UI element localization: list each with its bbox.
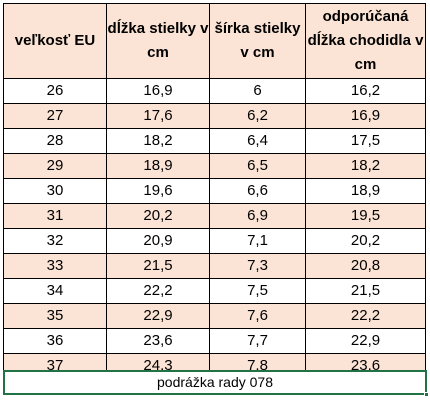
table-cell[interactable]: 16,9 (106, 78, 210, 104)
table-row: 33 21,5 7,3 20,8 (3, 253, 426, 279)
table-cell[interactable]: 7,5 (209, 278, 306, 304)
table-cell[interactable]: 21,5 (305, 278, 426, 304)
table-cell[interactable]: 7,3 (209, 253, 306, 279)
table-row: 35 22,9 7,6 22,2 (3, 303, 426, 329)
table-cell[interactable]: 36 (3, 328, 107, 354)
table-cell[interactable]: 7,7 (209, 328, 306, 354)
header-cell[interactable]: šírka stielky v cm (209, 3, 306, 79)
table-cell[interactable]: 35 (3, 303, 107, 329)
table-cell[interactable]: 18,9 (106, 153, 210, 179)
table-row: 31 20,2 6,9 19,5 (3, 203, 426, 229)
header-cell[interactable]: veľkosť EU (3, 3, 107, 79)
table-cell[interactable]: 22,2 (106, 278, 210, 304)
table-cell[interactable]: 6 (209, 78, 306, 104)
table-row: 29 18,9 6,5 18,2 (3, 153, 426, 179)
table-cell[interactable]: 26 (3, 78, 107, 104)
table-cell[interactable]: 6,6 (209, 178, 306, 204)
table-body: 26 16,9 6 16,2 27 17,6 6,2 16,9 28 18,2 6,4 17,5 29 1… (3, 78, 426, 379)
table-cell[interactable]: 20,9 (106, 228, 210, 254)
header-cell[interactable]: odporúčaná dĺžka chodidla v cm (305, 3, 426, 79)
table-cell[interactable]: 30 (3, 178, 107, 204)
table-cell[interactable]: 19,5 (305, 203, 426, 229)
table-cell[interactable]: 33 (3, 253, 107, 279)
table-cell[interactable]: 16,9 (305, 103, 426, 129)
table-cell[interactable]: 6,9 (209, 203, 306, 229)
table-cell[interactable]: 6,2 (209, 103, 306, 129)
table-cell[interactable]: 6,5 (209, 153, 306, 179)
table-row: 36 23,6 7,7 22,9 (3, 328, 426, 354)
table-cell[interactable]: 20,2 (305, 228, 426, 254)
table-cell[interactable]: 32 (3, 228, 107, 254)
table-cell[interactable]: 20,8 (305, 253, 426, 279)
size-table: veľkosť EU dĺžka stielky v cm šírka stie… (3, 3, 426, 379)
table-cell[interactable]: 16,2 (305, 78, 426, 104)
table-cell[interactable]: 29 (3, 153, 107, 179)
table-cell[interactable]: 22,2 (305, 303, 426, 329)
table-cell[interactable]: 17,5 (305, 128, 426, 154)
table-cell[interactable]: 18,2 (305, 153, 426, 179)
table-cell[interactable]: 31 (3, 203, 107, 229)
table-cell[interactable]: 21,5 (106, 253, 210, 279)
header-row: veľkosť EU dĺžka stielky v cm šírka stie… (3, 3, 426, 79)
fill-handle[interactable] (424, 392, 429, 397)
table-row: 32 20,9 7,1 20,2 (3, 228, 426, 254)
table-cell[interactable]: 19,6 (106, 178, 210, 204)
table-cell[interactable]: 23,6 (106, 328, 210, 354)
table-cell[interactable]: 22,9 (305, 328, 426, 354)
table-cell[interactable]: 20,2 (106, 203, 210, 229)
table-row: 34 22,2 7,5 21,5 (3, 278, 426, 304)
table-row: 27 17,6 6,2 16,9 (3, 103, 426, 129)
table-row: 30 19,6 6,6 18,9 (3, 178, 426, 204)
table-row: 28 18,2 6,4 17,5 (3, 128, 426, 154)
table-cell[interactable]: 22,9 (106, 303, 210, 329)
table-cell[interactable]: 17,6 (106, 103, 210, 129)
table-cell[interactable]: 18,2 (106, 128, 210, 154)
table-cell[interactable]: 7,1 (209, 228, 306, 254)
table-cell[interactable]: 6,4 (209, 128, 306, 154)
table-row: 26 16,9 6 16,2 (3, 78, 426, 104)
table-cell[interactable]: 7,6 (209, 303, 306, 329)
table-cell[interactable]: 28 (3, 128, 107, 154)
table-cell[interactable]: 27 (3, 103, 107, 129)
selected-cell-footer[interactable]: podrážka rady 078 (3, 370, 427, 395)
table-cell[interactable]: 34 (3, 278, 107, 304)
table-cell[interactable]: 18,9 (305, 178, 426, 204)
header-cell[interactable]: dĺžka stielky v cm (106, 3, 210, 79)
